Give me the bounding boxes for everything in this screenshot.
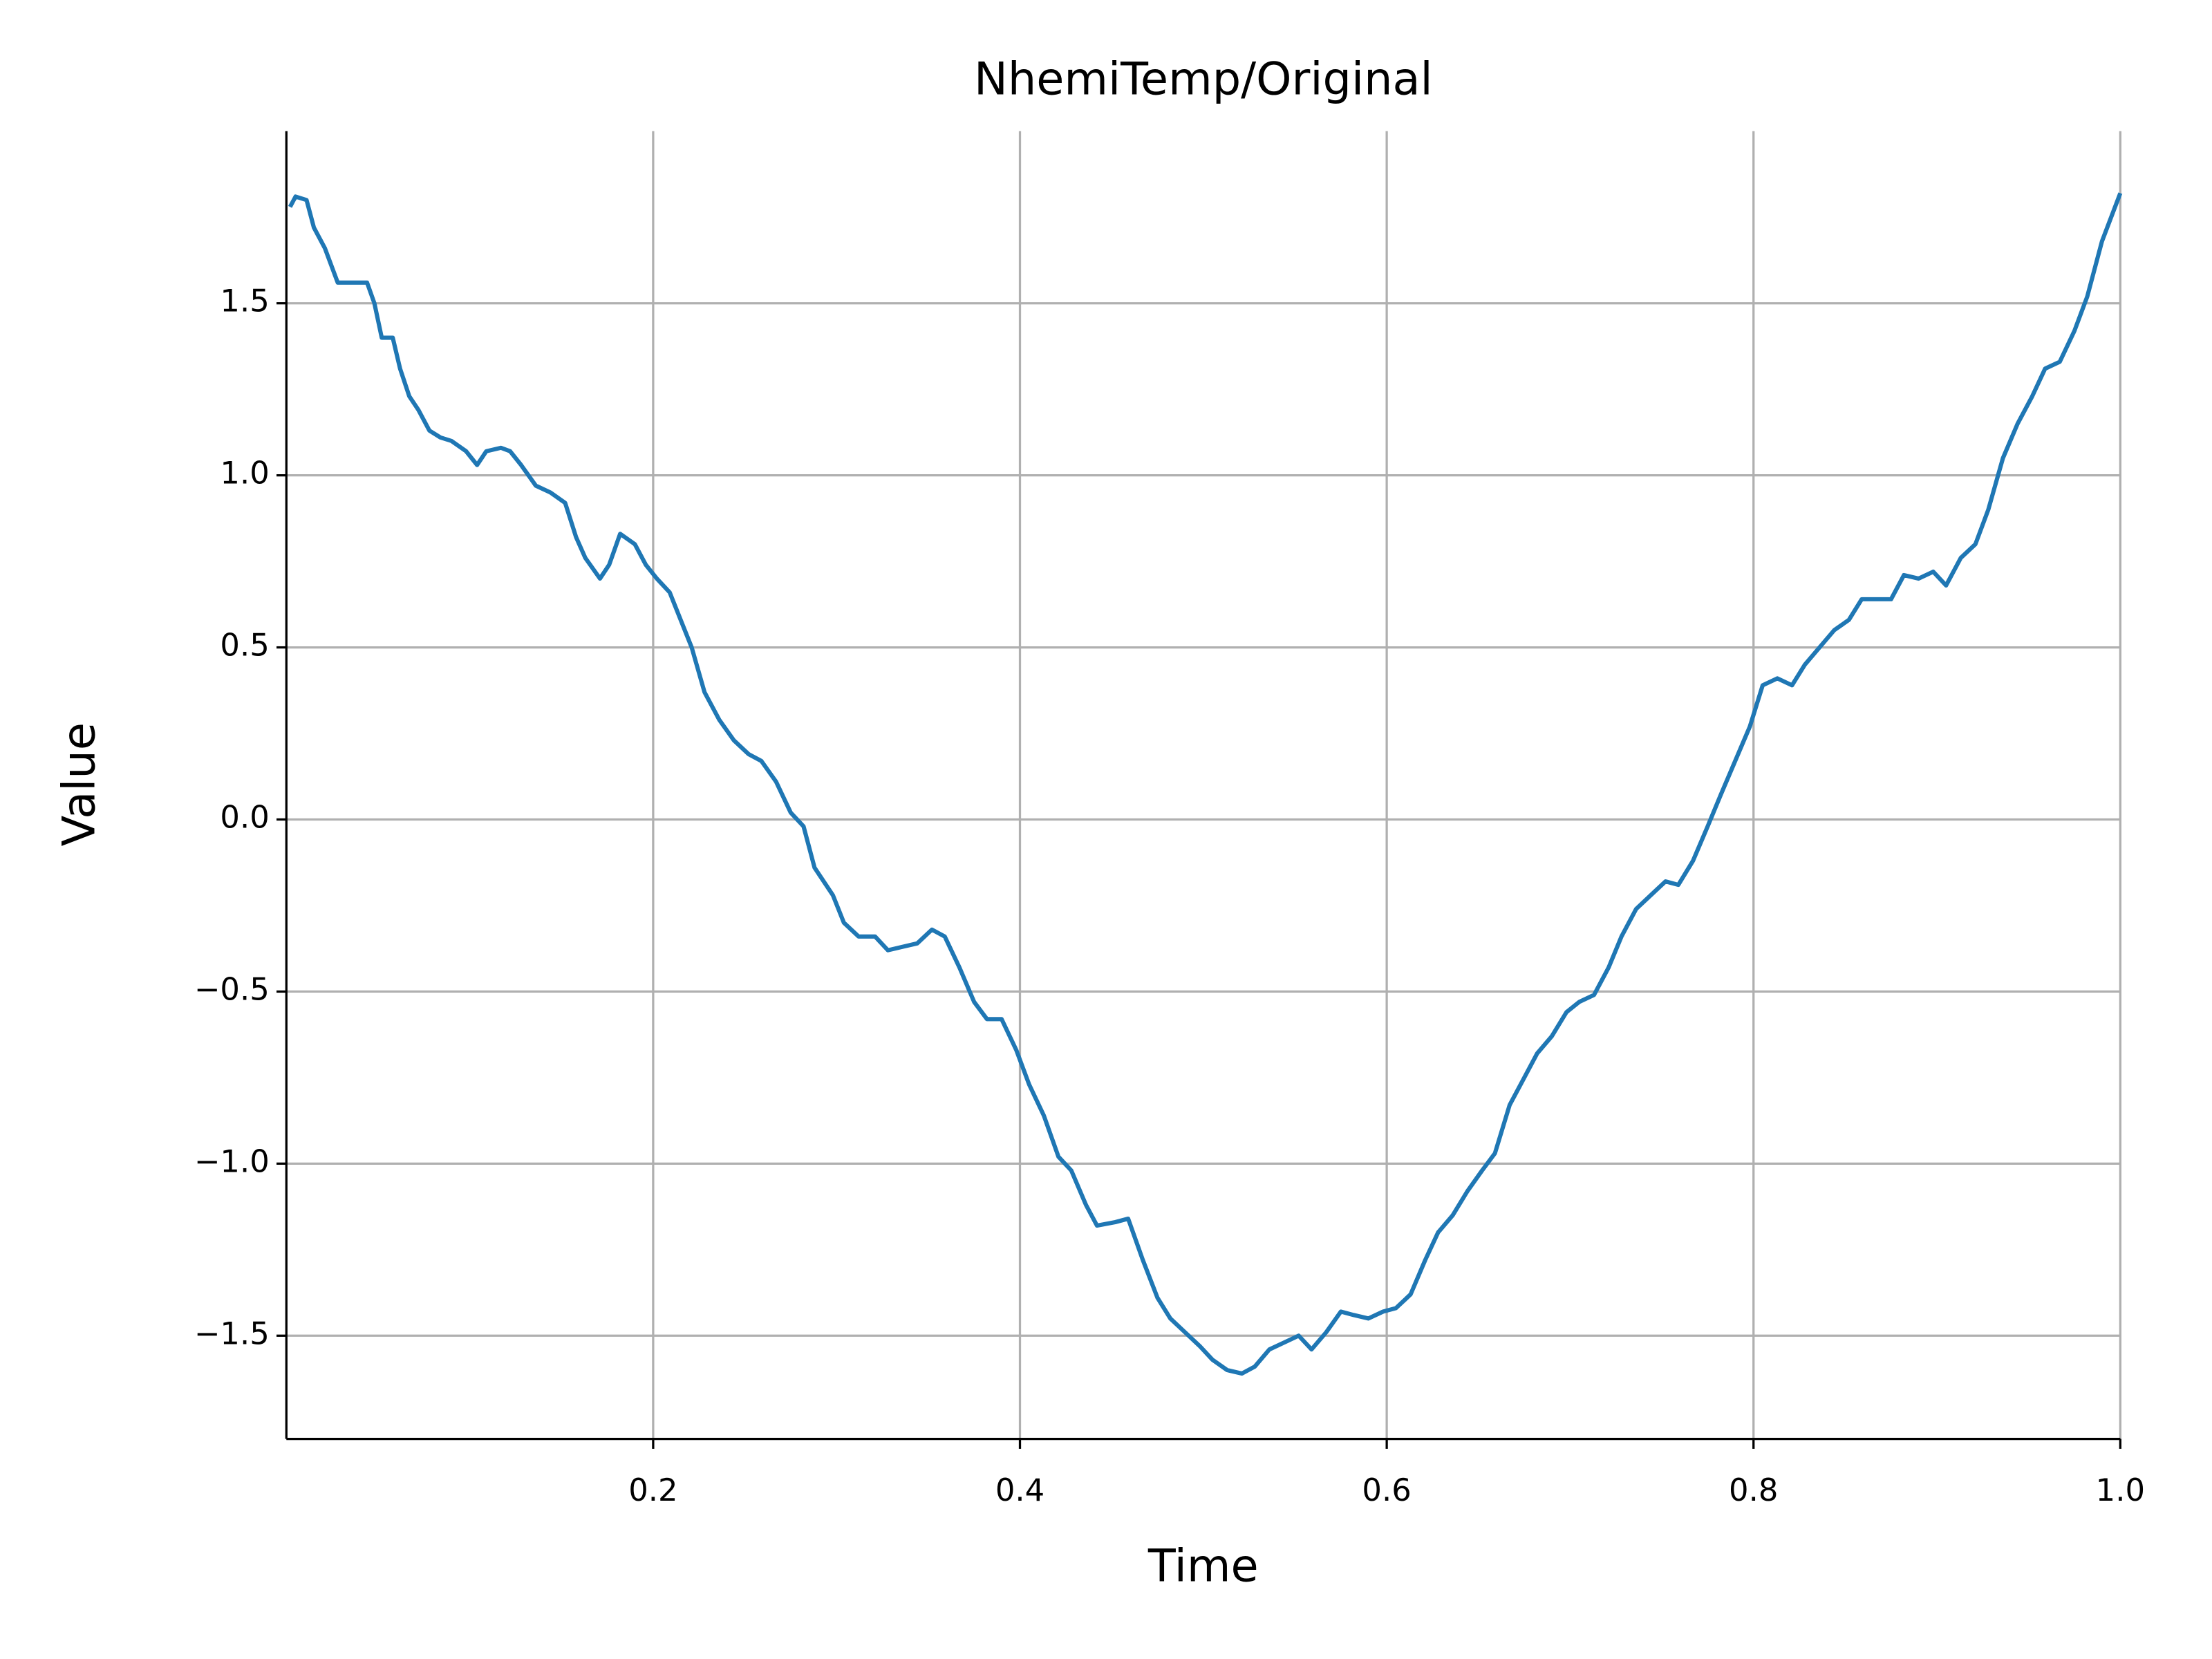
x-tick-label: 0.8 — [1729, 1472, 1778, 1508]
x-tick-label: 1.0 — [2096, 1472, 2145, 1508]
y-tick-label: 1.0 — [220, 455, 269, 491]
y-tick-label: −0.5 — [194, 971, 270, 1007]
x-axis-label: Time — [1147, 1539, 1259, 1592]
line-series — [288, 192, 2123, 1376]
y-axis-label: Value — [53, 722, 105, 846]
chart-title: NhemiTemp/Original — [974, 53, 1433, 105]
x-tick-label: 0.4 — [995, 1472, 1044, 1508]
y-tick-label: 0.0 — [220, 798, 269, 835]
y-tick-label: −1.5 — [194, 1315, 270, 1351]
y-tick-label: −1.0 — [194, 1143, 270, 1179]
y-tick-label: 1.5 — [220, 283, 269, 319]
x-tick-label: 0.6 — [1362, 1472, 1411, 1508]
x-tick-label: 0.2 — [628, 1472, 677, 1508]
y-tick-label: 0.5 — [220, 627, 269, 664]
